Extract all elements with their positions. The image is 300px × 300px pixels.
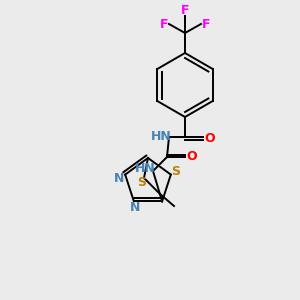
Text: S: S	[137, 176, 146, 190]
Text: F: F	[181, 4, 189, 17]
Text: HN: HN	[151, 130, 171, 142]
Text: F: F	[160, 17, 168, 31]
Text: N: N	[130, 201, 140, 214]
Text: O: O	[205, 131, 215, 145]
Text: F: F	[202, 17, 210, 31]
Text: HN: HN	[135, 163, 155, 176]
Text: O: O	[187, 149, 197, 163]
Text: S: S	[171, 165, 180, 178]
Text: N: N	[114, 172, 124, 185]
